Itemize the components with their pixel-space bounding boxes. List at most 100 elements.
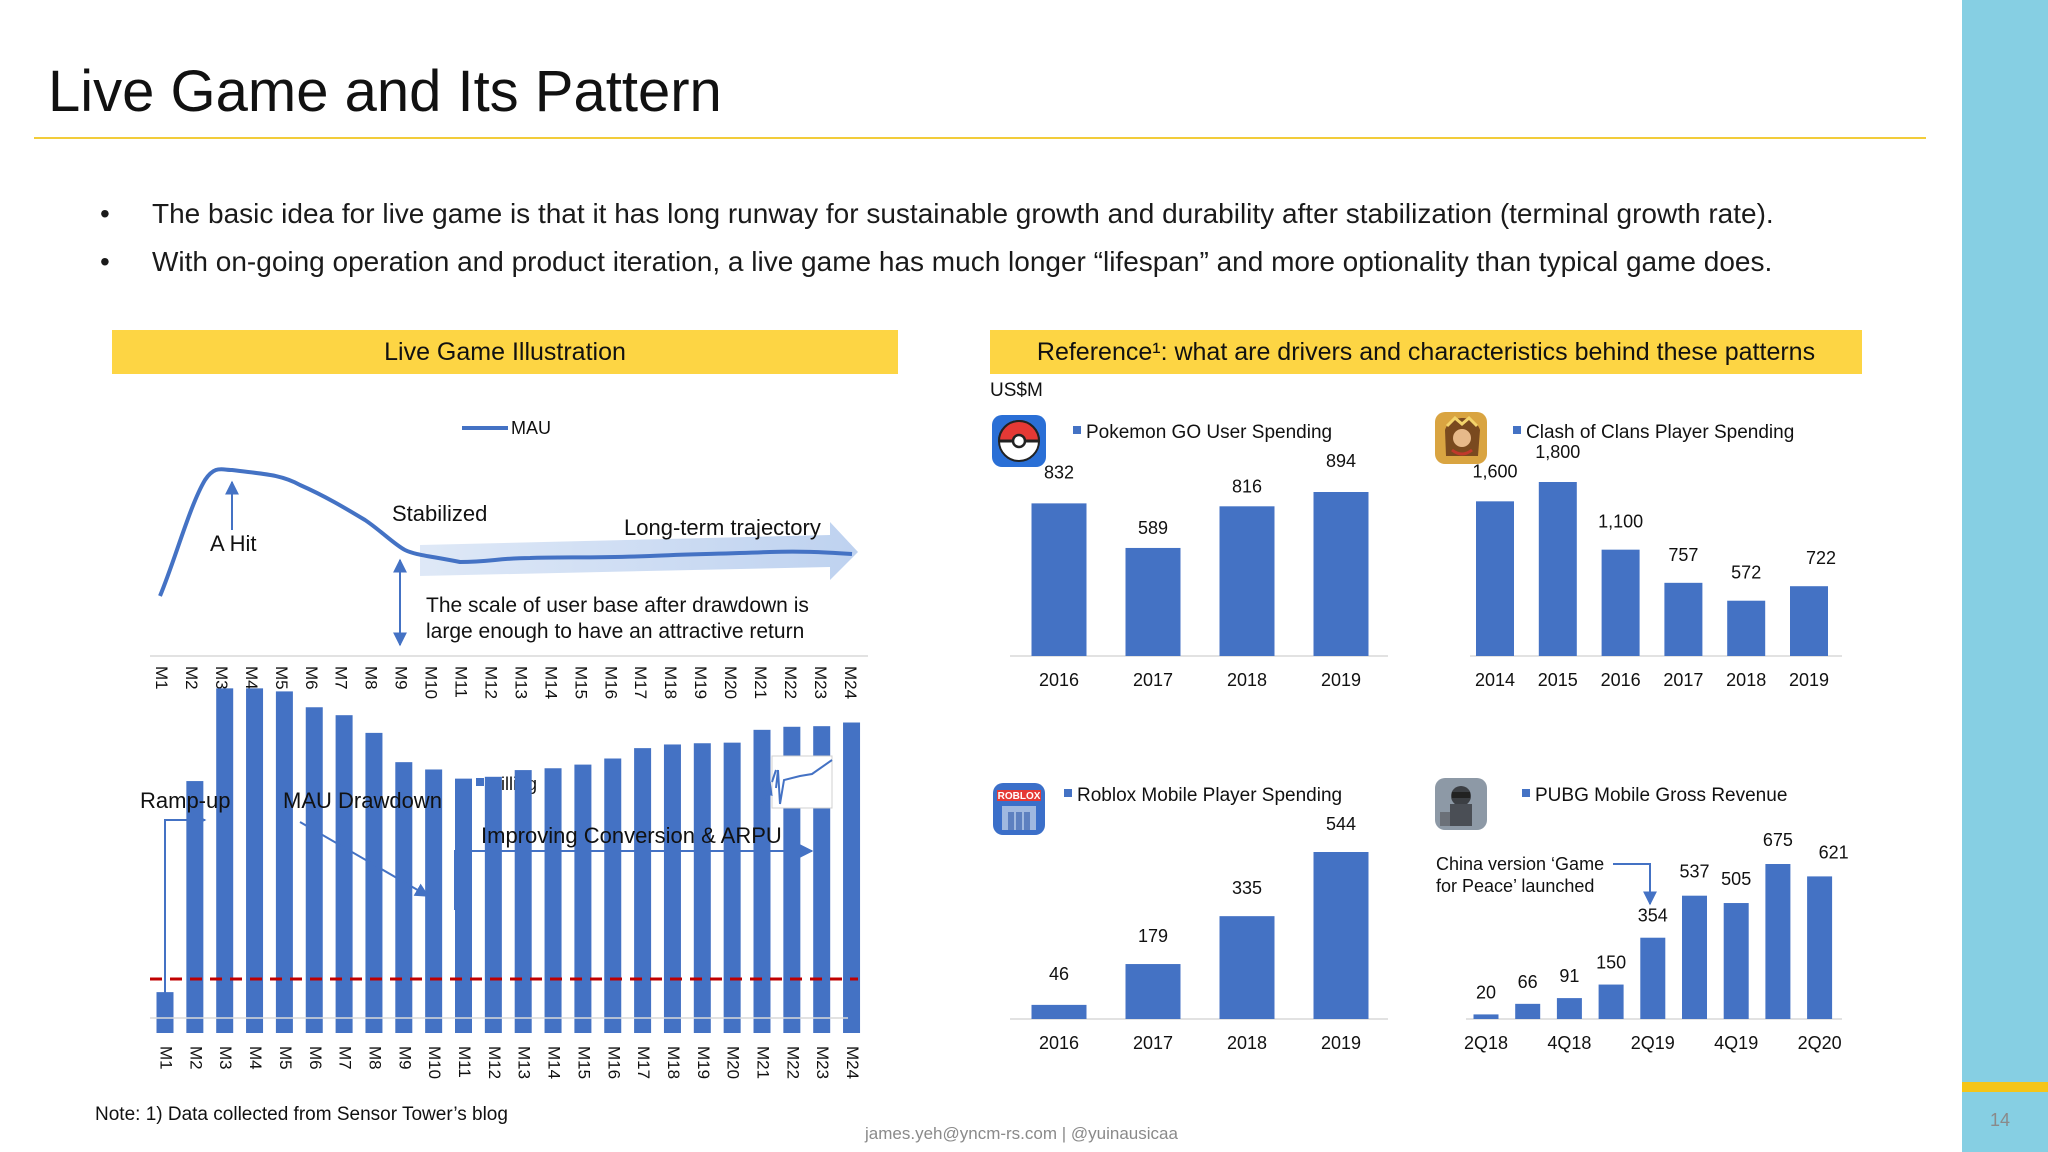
scale-note-line1: The scale of user base after drawdown is [426,594,809,617]
tick-label: M6 [302,666,321,690]
billing-bar [663,744,681,1033]
data-bar [1807,876,1833,1019]
data-label: 179 [1138,926,1168,946]
data-bar [1313,852,1369,1019]
tick-label: M5 [272,666,291,690]
data-label: 1,600 [1472,461,1517,481]
billing-tick-labels: M1 M2 M3 M4 M5 M6 M7 M8 M9 M10 M11 M12 M13 M14 M15 M16 M… [157,1046,863,1079]
pokeball-icon [992,415,1046,467]
svg-text:ROBLOX: ROBLOX [998,791,1041,802]
data-bar [1125,547,1181,656]
conversion-sparkline-icon [759,755,833,813]
tick-label: M17 [634,1046,653,1079]
tick-label: 2017 [1133,670,1173,690]
billing-bar [693,743,711,1033]
data-label: 150 [1596,953,1626,973]
tick-label: 4Q18 [1547,1033,1591,1053]
tick-label: M7 [336,1046,355,1070]
billing-bar [246,688,264,1033]
ramp-label: Ramp-up [140,788,230,813]
unit-label: US$M [990,380,1043,401]
billing-bar [275,691,293,1033]
billing-chart: Billing M1 M2 M3 M4 M5 M6 M7 M8 M9 M10 M11 M12 M13 M1… [140,688,862,1079]
data-label: 66 [1518,972,1538,992]
tick-label: 4Q19 [1714,1033,1758,1053]
tick-label: M12 [485,1046,504,1079]
reference-charts: Pokemon GO User Spending Clash of Clans … [1010,422,1849,1053]
tick-label: M6 [306,1046,325,1070]
data-bar [1640,937,1666,1019]
tick-label: M14 [541,666,560,699]
tick-label: M12 [481,666,500,699]
mau-chart: MAU A Hit Stabilized Long-term trajector… [150,418,868,699]
tick-label: M20 [724,1046,743,1079]
tick-label: M4 [246,1046,265,1070]
tick-label: 2Q20 [1798,1033,1842,1053]
tick-label: M9 [395,1046,414,1070]
tick-label: M24 [843,1046,862,1079]
mau-tick-labels: M1 M2 M3 M4 M5 M6 M7 M8 M9 M10 M11 M12 M13 M14 M15 M16 M… [152,666,860,699]
tick-label: M1 [152,666,171,690]
trajectory-arrow [420,522,858,580]
stabilized-label: Stabilized [392,501,487,526]
tick-label: M15 [574,1046,593,1079]
data-label: 505 [1721,869,1751,889]
roblox-legend-swatch [1064,789,1072,797]
billing-bar [514,770,532,1033]
bullet-text: The basic idea for live game is that it … [152,198,1774,229]
tick-label: M2 [182,666,201,690]
tick-label: M2 [186,1046,205,1070]
side-accent-stripe [1962,1082,2048,1092]
data-label: 91 [1559,966,1579,986]
pubg-icon [1435,778,1487,830]
tick-label: 2018 [1726,670,1766,690]
bullet-item: • With on-going operation and product ite… [100,246,1772,278]
tick-label: 2015 [1538,670,1578,690]
data-bar [1313,492,1369,656]
pubg-annotation-arrow [1613,863,1657,906]
bullet-dot: • [100,246,110,277]
billing-bar [156,992,174,1033]
tick-label: M10 [422,666,441,699]
page-title: Live Game and Its Pattern [48,59,722,124]
tick-label: 2016 [1039,1033,1079,1053]
page-number: 14 [1990,1110,2011,1130]
tick-label: M4 [242,666,261,690]
data-bar [1125,964,1181,1019]
data-label: 1,100 [1598,512,1643,532]
tick-label: M10 [425,1046,444,1079]
tick-label: M19 [694,1046,713,1079]
bullet-dot: • [100,198,110,229]
billing-bar [335,715,353,1033]
tick-label: 2016 [1039,670,1079,690]
title-divider [34,137,1926,139]
tick-label: M16 [601,666,620,699]
billing-bar [604,758,622,1033]
tick-label: M21 [754,1046,773,1079]
improving-arrow [454,844,814,910]
trajectory-label: Long-term trajectory [624,515,821,540]
mau-line [158,467,853,597]
data-bar [1601,549,1640,656]
tick-label: M23 [813,1046,832,1079]
pubg-annotation-line2: for Peace’ launched [1436,876,1594,896]
billing-bars [156,688,861,1033]
pokemon-legend: Pokemon GO User Spending [1086,422,1332,443]
data-bar [1473,1014,1499,1019]
data-bar [1476,501,1514,656]
data-label: 537 [1679,862,1709,882]
tick-label: M5 [276,1046,295,1070]
side-accent-bar [1962,0,2048,1152]
tick-label: M22 [783,1046,802,1079]
tick-label: 2017 [1663,670,1703,690]
tick-label: M18 [664,1046,683,1079]
tick-label: M3 [212,666,231,690]
data-bar [1790,586,1828,656]
data-label: 816 [1232,476,1262,496]
clash-of-clans-icon [1435,412,1487,464]
billing-bar [305,707,323,1033]
bullet-text: With on-going operation and product iter… [152,246,1773,277]
data-bar [1219,916,1275,1019]
data-label: 1,800 [1535,442,1580,462]
